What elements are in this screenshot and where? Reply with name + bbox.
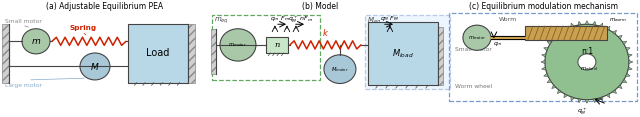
Bar xyxy=(525,26,607,40)
Polygon shape xyxy=(552,35,556,39)
Polygon shape xyxy=(557,90,561,94)
Bar xyxy=(438,27,443,85)
Polygon shape xyxy=(541,67,546,70)
Polygon shape xyxy=(571,23,574,27)
Polygon shape xyxy=(571,97,574,101)
Bar xyxy=(368,22,438,85)
Polygon shape xyxy=(593,21,596,25)
Polygon shape xyxy=(541,54,546,57)
Text: $m_{motor}$: $m_{motor}$ xyxy=(468,34,486,42)
Text: $q_m$: $q_m$ xyxy=(493,40,503,48)
Text: Small motor: Small motor xyxy=(455,47,492,52)
Bar xyxy=(211,29,216,74)
Bar xyxy=(2,24,9,83)
Polygon shape xyxy=(628,54,632,57)
Bar xyxy=(266,37,288,53)
Polygon shape xyxy=(585,21,589,24)
Polygon shape xyxy=(618,35,622,39)
Circle shape xyxy=(220,29,256,61)
Text: n: n xyxy=(275,41,280,49)
Polygon shape xyxy=(626,73,630,76)
Polygon shape xyxy=(600,23,603,27)
Polygon shape xyxy=(578,21,581,25)
Polygon shape xyxy=(593,99,596,103)
Polygon shape xyxy=(628,67,632,70)
Text: Worm: Worm xyxy=(499,17,517,22)
Polygon shape xyxy=(606,94,610,98)
Text: $q_M^+\ nF_m$: $q_M^+\ nF_m$ xyxy=(288,14,314,25)
Circle shape xyxy=(545,24,629,100)
Text: $m_{eq}$: $m_{eq}$ xyxy=(214,15,228,26)
Polygon shape xyxy=(622,41,627,45)
Text: Large motor: Large motor xyxy=(5,83,42,88)
Text: $M_{motor}$: $M_{motor}$ xyxy=(331,65,349,74)
Polygon shape xyxy=(600,97,603,101)
Polygon shape xyxy=(564,26,568,30)
Text: Spring: Spring xyxy=(70,25,97,31)
Polygon shape xyxy=(612,30,616,34)
Text: $m$: $m$ xyxy=(31,37,41,46)
Text: $q_M\ F_M$: $q_M\ F_M$ xyxy=(380,14,399,23)
Text: $q_m\ F_m$: $q_m\ F_m$ xyxy=(270,14,290,23)
Polygon shape xyxy=(626,48,630,51)
Bar xyxy=(128,24,188,83)
Circle shape xyxy=(463,25,491,50)
Polygon shape xyxy=(629,60,633,64)
Bar xyxy=(188,24,195,83)
Text: (a) Adjustable Equilibrium PEA: (a) Adjustable Equilibrium PEA xyxy=(47,2,164,11)
Text: $M_{eq}$: $M_{eq}$ xyxy=(367,15,381,27)
Circle shape xyxy=(324,55,356,84)
Text: $M$: $M$ xyxy=(90,61,100,72)
Text: $M_{load}$: $M_{load}$ xyxy=(392,48,414,60)
Polygon shape xyxy=(544,48,548,51)
Text: (c) Equilibrium modulation mechanism: (c) Equilibrium modulation mechanism xyxy=(469,2,618,11)
Text: $k$: $k$ xyxy=(322,27,329,38)
Text: Worm wheel: Worm wheel xyxy=(455,84,492,89)
Polygon shape xyxy=(544,73,548,76)
Polygon shape xyxy=(578,99,581,103)
Text: $m_{motor}$: $m_{motor}$ xyxy=(228,41,248,49)
Circle shape xyxy=(578,54,596,70)
Text: n:1: n:1 xyxy=(581,47,593,56)
Polygon shape xyxy=(622,79,627,83)
Polygon shape xyxy=(585,100,589,103)
Text: (b) Model: (b) Model xyxy=(302,2,338,11)
Polygon shape xyxy=(606,26,610,30)
Polygon shape xyxy=(618,85,622,88)
Circle shape xyxy=(80,53,110,80)
Text: $m_{worm}$: $m_{worm}$ xyxy=(609,16,627,24)
Polygon shape xyxy=(547,79,552,83)
Polygon shape xyxy=(612,90,616,94)
Text: $q_M^+$: $q_M^+$ xyxy=(577,107,587,117)
Polygon shape xyxy=(541,60,545,64)
FancyBboxPatch shape xyxy=(365,15,450,89)
Polygon shape xyxy=(564,94,568,98)
Polygon shape xyxy=(557,30,561,34)
Text: $m_{wheel}$: $m_{wheel}$ xyxy=(580,65,598,73)
Text: Small motor: Small motor xyxy=(5,19,42,24)
Circle shape xyxy=(22,29,50,54)
Polygon shape xyxy=(552,85,556,88)
Text: Load: Load xyxy=(147,48,170,58)
Polygon shape xyxy=(547,41,552,45)
